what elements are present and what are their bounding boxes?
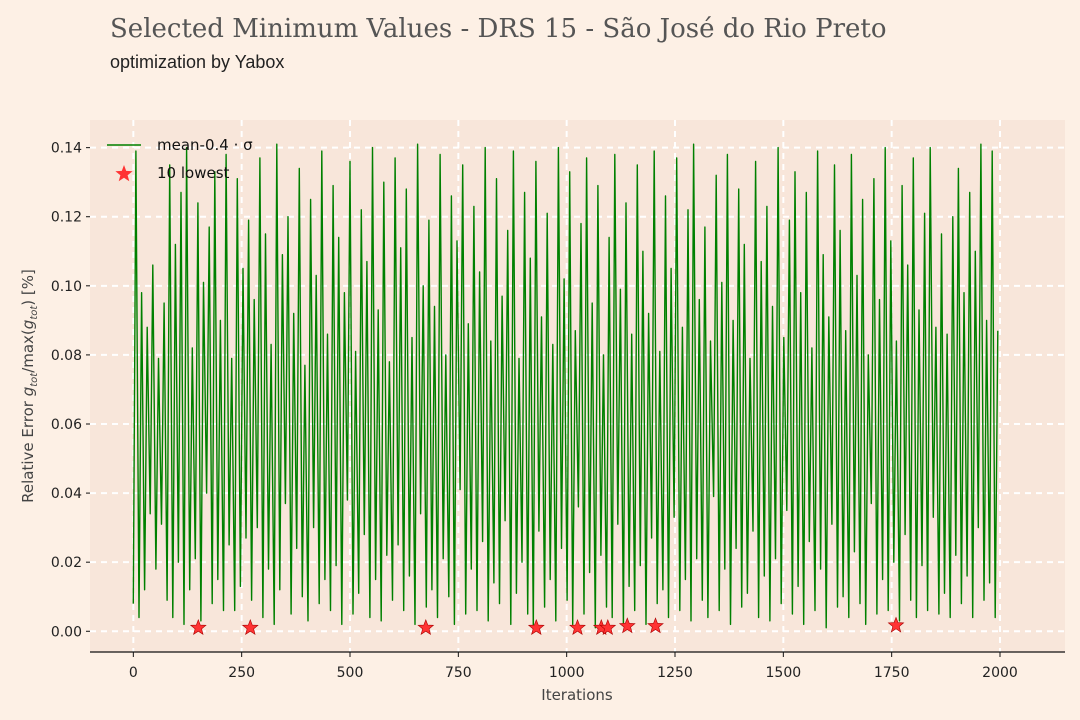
- lowest-point-star: [189, 618, 207, 635]
- lowest-point-star: [887, 616, 905, 633]
- y-tick-label: 0.14: [51, 141, 82, 157]
- chart-title: Selected Minimum Values - DRS 15 - São J…: [110, 14, 887, 44]
- y-tick-label: 0.10: [51, 279, 82, 295]
- x-tick-label: 500: [337, 665, 364, 681]
- x-tick-label: 1250: [657, 665, 693, 681]
- x-tick-label: 250: [228, 665, 255, 681]
- y-tick-label: 0.00: [51, 624, 82, 640]
- x-tick-label: 0: [129, 665, 138, 681]
- lowest-point-star: [569, 618, 586, 635]
- lowest-point-star: [647, 617, 664, 634]
- lowest-point-star: [241, 618, 259, 635]
- legend-label-markers: 10 lowest: [157, 164, 230, 182]
- x-tick-label: 2000: [982, 665, 1018, 681]
- x-axis-ticks: 0 250 500 750 1000 1250 1500 1750 2000: [129, 652, 1018, 681]
- legend-star-icon: [115, 165, 133, 182]
- y-tick-label: 0.12: [51, 210, 82, 226]
- y-tick-label: 0.02: [51, 555, 82, 571]
- legend: mean-0.4 · σ 10 lowest: [107, 136, 253, 182]
- x-tick-label: 1500: [766, 665, 802, 681]
- x-tick-label: 1000: [549, 665, 585, 681]
- series-line-mean-sigma: [132, 143, 999, 629]
- lowest-point-star: [599, 618, 617, 635]
- marker-group: [189, 616, 905, 635]
- y-axis-ticks: 0.00 0.02 0.04 0.06 0.08 0.10 0.12 0.14: [51, 141, 90, 640]
- chart-subtitle: optimization by Yabox: [110, 52, 285, 72]
- x-axis-label: Iterations: [541, 686, 613, 704]
- lowest-point-star: [527, 618, 545, 635]
- x-tick-label: 750: [445, 665, 472, 681]
- x-tick-label: 1750: [874, 665, 910, 681]
- lowest-point-star: [417, 618, 435, 635]
- y-tick-label: 0.06: [51, 417, 82, 433]
- series-group: [132, 143, 999, 629]
- y-axis-label: Relative Error gtot/max(gtot) [%]: [19, 269, 40, 503]
- y-tick-label: 0.08: [51, 348, 82, 364]
- legend-label-line: mean-0.4 · σ: [157, 136, 253, 154]
- y-tick-label: 0.04: [51, 486, 82, 502]
- lowest-point-star: [618, 617, 636, 634]
